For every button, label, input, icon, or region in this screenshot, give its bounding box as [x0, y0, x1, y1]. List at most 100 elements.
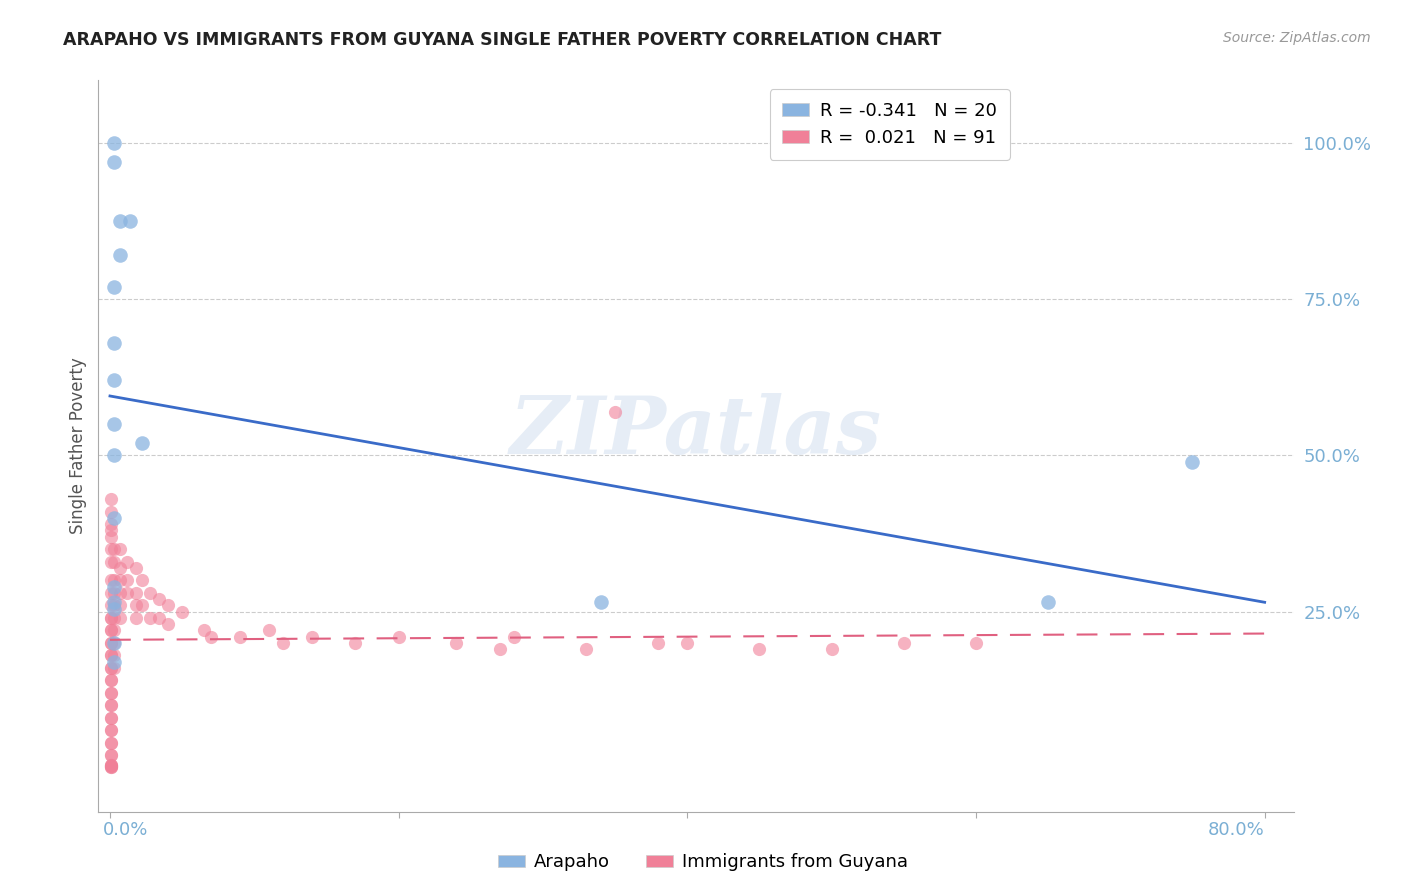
Point: [117, 555, 139, 569]
Point: [100, 673, 122, 688]
Point: [647, 636, 669, 650]
Point: [103, 279, 125, 293]
Point: [100, 636, 122, 650]
Point: [131, 599, 153, 613]
Point: [108, 586, 131, 600]
Point: [103, 555, 125, 569]
Point: [100, 757, 122, 772]
Point: [139, 586, 162, 600]
Point: [103, 417, 125, 431]
Point: [108, 611, 131, 625]
Point: [131, 435, 153, 450]
Point: [200, 630, 222, 644]
Point: [589, 595, 612, 609]
Point: [965, 636, 987, 650]
Point: [156, 617, 179, 632]
Point: [108, 574, 131, 588]
Point: [108, 248, 131, 262]
Point: [100, 624, 122, 638]
Point: [100, 723, 122, 738]
Point: [108, 542, 131, 557]
Point: [100, 492, 122, 507]
Point: [344, 636, 367, 650]
Point: [100, 711, 122, 725]
Point: [1181, 455, 1204, 469]
Point: [605, 404, 627, 418]
Point: [301, 630, 323, 644]
Point: [100, 530, 122, 544]
Text: 80.0%: 80.0%: [1208, 822, 1264, 839]
Point: [125, 561, 148, 575]
Text: 0.0%: 0.0%: [103, 822, 148, 839]
Point: [139, 611, 162, 625]
Point: [488, 642, 510, 657]
Point: [100, 574, 122, 588]
Point: [148, 611, 170, 625]
Point: [100, 517, 122, 532]
Point: [100, 555, 122, 569]
Point: [388, 630, 411, 644]
Point: [100, 760, 122, 774]
Point: [100, 698, 122, 713]
Point: [103, 648, 125, 663]
Point: [100, 542, 122, 557]
Point: [100, 661, 122, 675]
Point: [103, 655, 125, 669]
Point: [125, 611, 148, 625]
Point: [100, 748, 122, 763]
Point: [103, 574, 125, 588]
Point: [103, 636, 125, 650]
Point: [103, 136, 125, 150]
Point: [103, 624, 125, 638]
Point: [103, 601, 125, 615]
Point: [100, 661, 122, 675]
Point: [100, 524, 122, 538]
Point: [100, 611, 122, 625]
Point: [271, 636, 294, 650]
Point: [103, 611, 125, 625]
Point: [156, 599, 179, 613]
Point: [820, 642, 842, 657]
Point: [103, 636, 125, 650]
Point: [100, 686, 122, 700]
Point: [100, 757, 122, 772]
Point: [103, 335, 125, 350]
Point: [103, 599, 125, 613]
Point: [100, 599, 122, 613]
Point: [172, 605, 194, 619]
Point: [100, 760, 122, 774]
Point: [103, 661, 125, 675]
Point: [103, 586, 125, 600]
Point: [100, 673, 122, 688]
Legend: R = -0.341   N = 20, R =  0.021   N = 91: R = -0.341 N = 20, R = 0.021 N = 91: [769, 89, 1010, 160]
Point: [100, 648, 122, 663]
Point: [103, 154, 125, 169]
Point: [100, 586, 122, 600]
Point: [100, 711, 122, 725]
Point: [100, 698, 122, 713]
Point: [503, 630, 526, 644]
Point: [103, 595, 125, 609]
Point: [148, 592, 170, 607]
Point: [103, 373, 125, 387]
Point: [446, 636, 468, 650]
Point: [1036, 595, 1059, 609]
Point: [893, 636, 915, 650]
Point: [100, 736, 122, 750]
Point: [100, 723, 122, 738]
Point: [108, 214, 131, 228]
Text: Source: ZipAtlas.com: Source: ZipAtlas.com: [1223, 31, 1371, 45]
Point: [117, 586, 139, 600]
Point: [103, 542, 125, 557]
Y-axis label: Single Father Poverty: Single Father Poverty: [69, 358, 87, 534]
Point: [108, 561, 131, 575]
Point: [575, 642, 598, 657]
Point: [117, 574, 139, 588]
Point: [100, 648, 122, 663]
Point: [748, 642, 770, 657]
Point: [100, 505, 122, 519]
Point: [100, 624, 122, 638]
Point: [100, 636, 122, 650]
Point: [131, 574, 153, 588]
Point: [120, 214, 142, 228]
